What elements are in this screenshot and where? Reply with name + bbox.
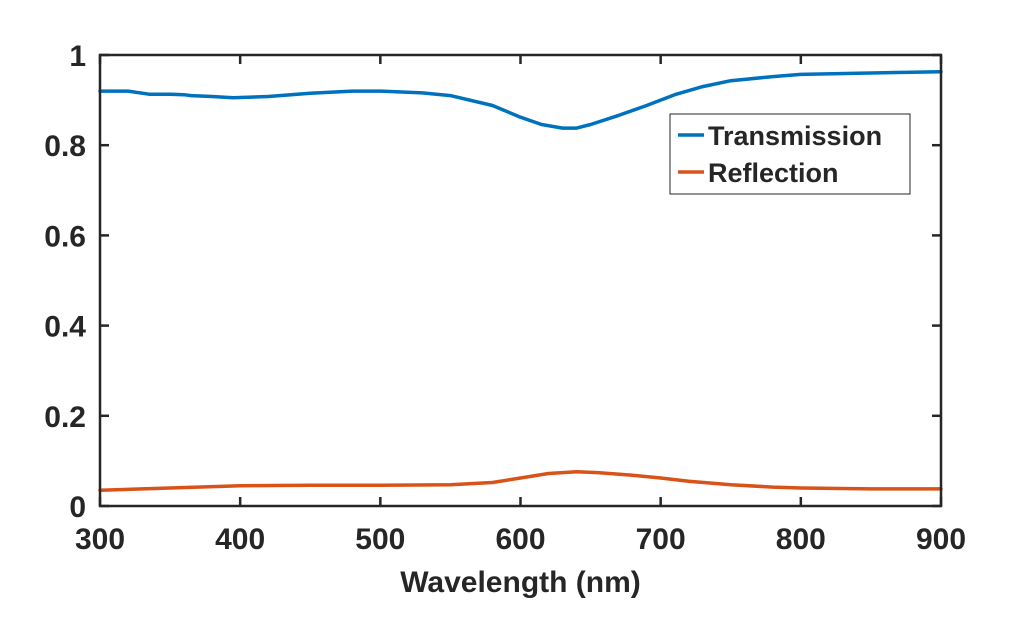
plot-area-frame (98, 53, 943, 508)
y-tick-label: 0.4 (44, 311, 86, 344)
series-line-transmission (98, 69, 943, 130)
x-tick-label: 600 (495, 523, 545, 556)
y-tick-label: 0.8 (44, 130, 86, 163)
x-tick-label: 400 (215, 523, 265, 556)
x-tick-label: 800 (776, 523, 826, 556)
y-tick-label: 0.2 (44, 401, 86, 434)
y-axis-ticks: 0 0.2 0.4 0.6 0.8 1 (44, 40, 941, 524)
x-tick-label: 700 (636, 523, 686, 556)
legend: Transmission Reflection (669, 113, 911, 195)
x-axis-label: Wavelength (nm) (400, 566, 641, 599)
x-tick-label: 300 (75, 523, 125, 556)
series-layer (98, 69, 943, 492)
x-axis-ticks: 300 400 500 600 700 800 900 (75, 55, 966, 556)
series-line-reflection (98, 469, 943, 492)
legend-box (669, 113, 911, 195)
x-tick-label: 500 (355, 523, 405, 556)
legend-label-transmission: Transmission (708, 121, 882, 151)
y-tick-label: 0 (69, 491, 86, 524)
y-tick-label: 1 (69, 40, 86, 73)
y-tick-label: 0.6 (44, 220, 86, 253)
x-tick-label: 900 (916, 523, 966, 556)
legend-label-reflection: Reflection (708, 158, 839, 188)
